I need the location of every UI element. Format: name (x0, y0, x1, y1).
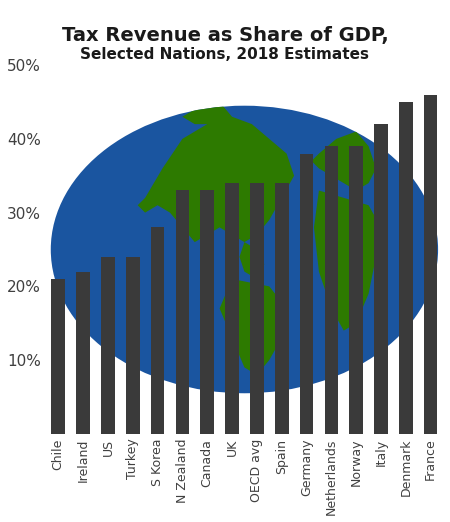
Bar (250, 183, 264, 434)
Polygon shape (314, 191, 381, 330)
Bar (200, 191, 214, 434)
Bar (324, 146, 338, 434)
Bar (250, 183, 264, 434)
Bar (275, 183, 288, 434)
Bar (176, 191, 189, 434)
Bar (126, 257, 140, 434)
Bar (225, 183, 239, 434)
Bar (200, 191, 214, 434)
Bar (424, 94, 437, 434)
Bar (300, 153, 313, 434)
Bar (76, 271, 90, 434)
Bar (151, 228, 164, 434)
Bar (101, 257, 115, 434)
Text: Selected Nations, 2018 Estimates: Selected Nations, 2018 Estimates (81, 47, 369, 62)
Bar (300, 153, 313, 434)
Text: Tax Revenue as Share of GDP,: Tax Revenue as Share of GDP, (62, 26, 388, 45)
Bar (349, 146, 363, 434)
Polygon shape (239, 242, 264, 279)
Bar (176, 191, 189, 434)
Polygon shape (138, 117, 294, 242)
Polygon shape (311, 132, 376, 191)
Polygon shape (220, 279, 287, 375)
Bar (225, 183, 239, 434)
Bar (126, 257, 140, 434)
Ellipse shape (51, 105, 438, 393)
Bar (324, 146, 338, 434)
Bar (101, 257, 115, 434)
Bar (374, 124, 388, 434)
Bar (349, 146, 363, 434)
Bar (51, 279, 65, 434)
Bar (51, 279, 65, 434)
Bar (399, 102, 413, 434)
Bar (374, 124, 388, 434)
Bar (399, 102, 413, 434)
Bar (275, 183, 288, 434)
Polygon shape (182, 102, 232, 124)
Bar (151, 228, 164, 434)
Bar (424, 94, 437, 434)
Bar (76, 271, 90, 434)
